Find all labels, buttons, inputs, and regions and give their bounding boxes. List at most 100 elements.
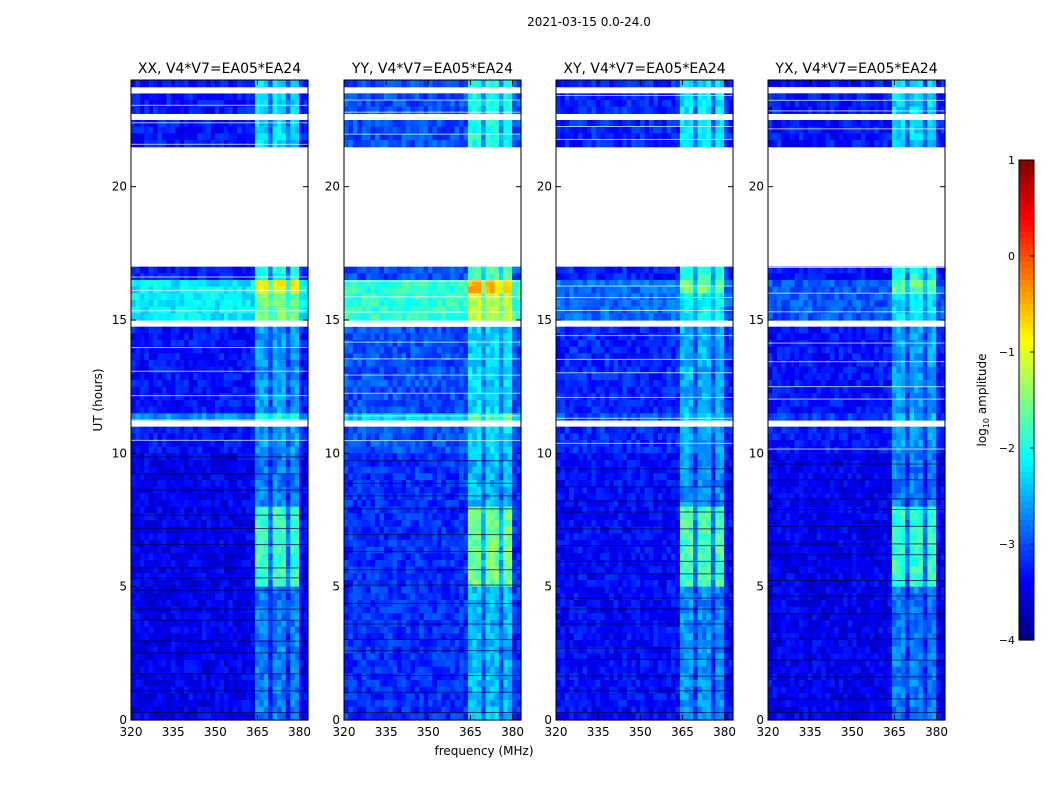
colorbar-tick-label: 0 bbox=[1008, 250, 1015, 263]
colorbar-segment bbox=[1019, 202, 1034, 209]
colorbar: −4 −3 −2 −1 0 1 log10 amplitude bbox=[975, 154, 1035, 647]
colorbar-segment bbox=[1019, 292, 1034, 299]
panel-3: YX, V4*V7=EA05*EA24 320 335 350 365 380 0 5 10 15… bbox=[749, 61, 948, 739]
heatmap-1 bbox=[344, 80, 522, 721]
x-tick-label: 365 bbox=[883, 725, 906, 739]
colorbar-segment bbox=[1019, 592, 1034, 599]
x-tick-label: 335 bbox=[799, 725, 822, 739]
colorbar-segment bbox=[1019, 250, 1034, 257]
colorbar-segment bbox=[1019, 418, 1034, 425]
y-tick-label: 0 bbox=[119, 713, 127, 727]
colorbar-segment bbox=[1019, 634, 1034, 641]
x-tick-label: 380 bbox=[501, 725, 524, 739]
colorbar-segment bbox=[1019, 256, 1034, 263]
colorbar-segment bbox=[1019, 340, 1034, 347]
colorbar-tick-label: −4 bbox=[999, 634, 1015, 647]
colorbar-segment bbox=[1019, 406, 1034, 413]
colorbar-tick-label: −3 bbox=[999, 538, 1015, 551]
colorbar-segment bbox=[1019, 538, 1034, 545]
colorbar-segment bbox=[1019, 220, 1034, 227]
y-tick-label: 15 bbox=[112, 313, 127, 327]
x-tick-label: 320 bbox=[757, 725, 780, 739]
colorbar-segment bbox=[1019, 268, 1034, 275]
colorbar-segment bbox=[1019, 226, 1034, 233]
x-tick-label: 350 bbox=[629, 725, 652, 739]
colorbar-segment bbox=[1019, 610, 1034, 617]
colorbar-segment bbox=[1019, 352, 1034, 359]
x-tick-label: 320 bbox=[120, 725, 143, 739]
colorbar-segment bbox=[1019, 328, 1034, 335]
y-tick-label: 20 bbox=[749, 180, 764, 194]
x-tick-label: 350 bbox=[417, 725, 440, 739]
y-tick-label: 20 bbox=[325, 180, 340, 194]
colorbar-segment bbox=[1019, 160, 1034, 167]
colorbar-segment bbox=[1019, 460, 1034, 467]
y-tick-label: 0 bbox=[756, 713, 764, 727]
x-tick-label: 350 bbox=[204, 725, 227, 739]
colorbar-segment bbox=[1019, 334, 1034, 341]
x-axis-label: frequency (MHz) bbox=[434, 744, 533, 758]
colorbar-segment bbox=[1019, 442, 1034, 449]
colorbar-label: log10 amplitude bbox=[975, 354, 991, 447]
colorbar-segment bbox=[1019, 214, 1034, 221]
colorbar-segment bbox=[1019, 490, 1034, 497]
colorbar-segment bbox=[1019, 196, 1034, 203]
colorbar-segment bbox=[1019, 322, 1034, 329]
x-tick-label: 380 bbox=[288, 725, 311, 739]
colorbar-segment bbox=[1019, 622, 1034, 629]
x-tick-label: 365 bbox=[671, 725, 694, 739]
colorbar-segment bbox=[1019, 508, 1034, 515]
colorbar-segment bbox=[1019, 466, 1034, 473]
y-tick-label: 5 bbox=[119, 580, 127, 594]
colorbar-segment bbox=[1019, 376, 1034, 383]
y-tick-label: 10 bbox=[749, 446, 764, 460]
colorbar-segment bbox=[1019, 166, 1034, 173]
x-tick-label: 320 bbox=[545, 725, 568, 739]
heatmap-2 bbox=[556, 80, 734, 721]
colorbar-segment bbox=[1019, 400, 1034, 407]
y-tick-label: 0 bbox=[332, 713, 340, 727]
y-tick-label: 5 bbox=[544, 580, 552, 594]
colorbar-segment bbox=[1019, 172, 1034, 179]
colorbar-segment bbox=[1019, 358, 1034, 365]
colorbar-segment bbox=[1019, 316, 1034, 323]
x-tick-label: 365 bbox=[459, 725, 482, 739]
colorbar-segment bbox=[1019, 574, 1034, 581]
colorbar-segment bbox=[1019, 448, 1034, 455]
colorbar-segment bbox=[1019, 184, 1034, 191]
x-tick-label: 335 bbox=[375, 725, 398, 739]
colorbar-segment bbox=[1019, 364, 1034, 371]
y-tick-label: 15 bbox=[537, 313, 552, 327]
colorbar-segment bbox=[1019, 232, 1034, 239]
colorbar-segment bbox=[1019, 310, 1034, 317]
panel-0: XX, V4*V7=EA05*EA24 320 335 350 365 380 0 5 10 15… bbox=[112, 61, 311, 739]
chart-suptitle: 2021-03-15 0.0-24.0 bbox=[527, 15, 651, 29]
colorbar-segment bbox=[1019, 484, 1034, 491]
panel-frame bbox=[343, 79, 522, 721]
y-axis-label: UT (hours) bbox=[91, 368, 105, 431]
colorbar-segment bbox=[1019, 370, 1034, 377]
colorbar-segment bbox=[1019, 604, 1034, 611]
panel-frame bbox=[555, 79, 734, 721]
colorbar-segment bbox=[1019, 472, 1034, 479]
colorbar-segment bbox=[1019, 598, 1034, 605]
y-tick-label: 15 bbox=[325, 313, 340, 327]
colorbar-segment bbox=[1019, 412, 1034, 419]
y-tick-label: 10 bbox=[112, 446, 127, 460]
panel-title: YX, V4*V7=EA05*EA24 bbox=[774, 61, 937, 77]
y-tick-label: 15 bbox=[749, 313, 764, 327]
colorbar-segment bbox=[1019, 532, 1034, 539]
colorbar-tick-label: 1 bbox=[1008, 154, 1015, 167]
colorbar-segment bbox=[1019, 568, 1034, 575]
colorbar-segment bbox=[1019, 178, 1034, 185]
heatmap-3 bbox=[768, 80, 946, 721]
colorbar-segment bbox=[1019, 478, 1034, 485]
colorbar-segment bbox=[1019, 616, 1034, 623]
colorbar-segment bbox=[1019, 580, 1034, 587]
panel-2: XY, V4*V7=EA05*EA24 320 335 350 365 380 0 5 10 15… bbox=[537, 61, 736, 739]
y-tick-label: 20 bbox=[537, 180, 552, 194]
x-tick-label: 380 bbox=[925, 725, 948, 739]
y-tick-label: 0 bbox=[544, 713, 552, 727]
x-tick-label: 350 bbox=[841, 725, 864, 739]
colorbar-segment bbox=[1019, 502, 1034, 509]
